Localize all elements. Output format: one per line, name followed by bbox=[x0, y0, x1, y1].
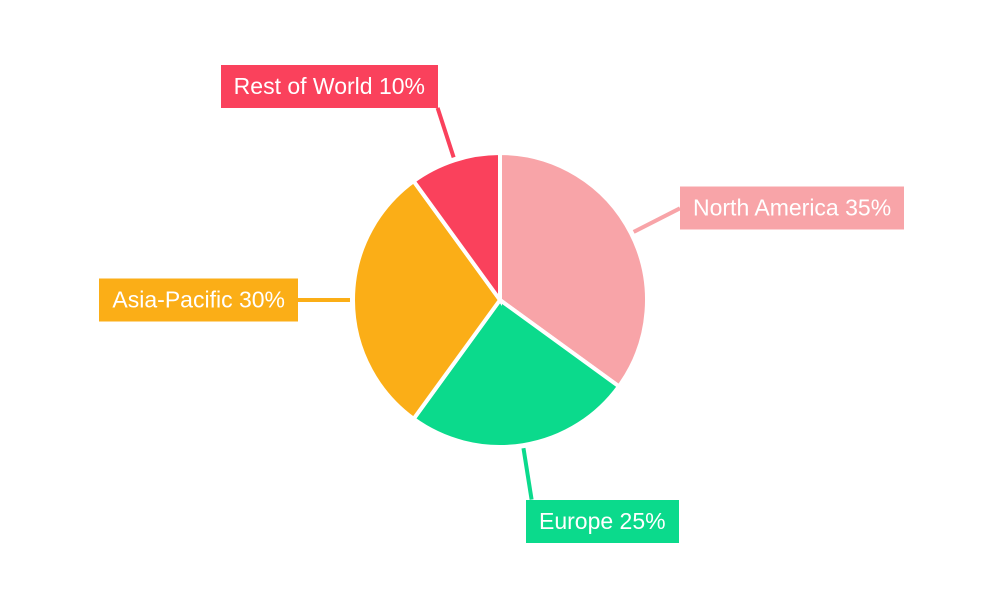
leader-line-europe bbox=[521, 447, 534, 500]
pie-slice-north-america[interactable] bbox=[498, 150, 649, 390]
pie-slice-rest-of-world[interactable] bbox=[410, 150, 502, 307]
leader-line-rest-of-world bbox=[435, 107, 456, 158]
pie-slice-asia-pacific[interactable] bbox=[350, 178, 503, 422]
slice-label-rest-of-world[interactable]: Rest of World 10% bbox=[220, 65, 438, 108]
slice-label-europe[interactable]: Europe 25% bbox=[526, 500, 679, 543]
slice-label-asia-pacific[interactable]: Asia-Pacific 30% bbox=[99, 278, 298, 322]
pie-slice-europe[interactable] bbox=[410, 297, 622, 449]
slice-label-north-america[interactable]: North America 35% bbox=[680, 186, 905, 230]
leader-line-north-america bbox=[632, 206, 681, 234]
